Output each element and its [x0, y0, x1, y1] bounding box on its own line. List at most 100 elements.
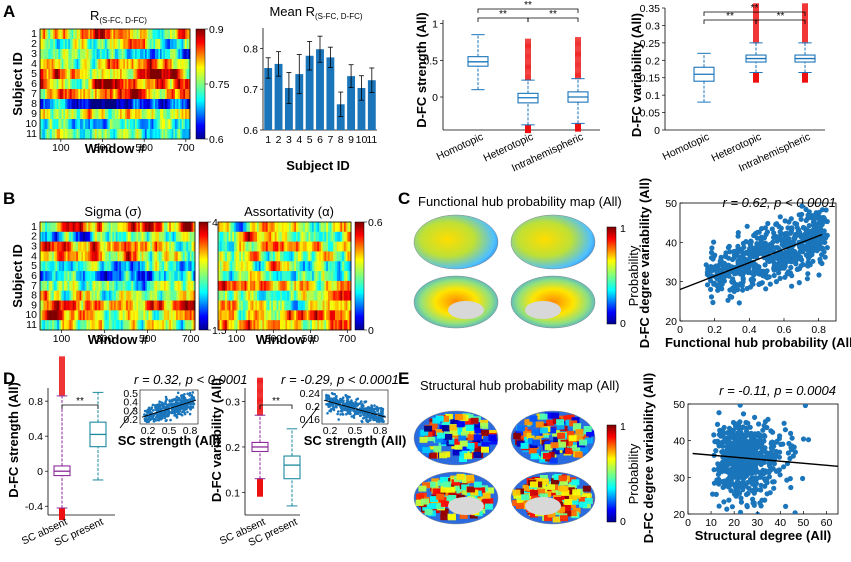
heatmap-cell — [281, 280, 285, 292]
y-tick-label: -0.4 — [25, 501, 43, 513]
heatmap-cell — [83, 59, 86, 70]
heatmap-cell — [221, 290, 224, 301]
heatmap-cell — [90, 59, 93, 70]
heatmap-cell — [319, 300, 322, 311]
c1-title: Functional hub probability map (All) — [418, 194, 622, 209]
heatmap-cell — [257, 261, 260, 272]
heatmap-cell — [124, 280, 127, 292]
heatmap-cell — [171, 69, 174, 80]
heatmap-cell — [276, 271, 279, 282]
scatter-point — [789, 249, 795, 255]
heatmap-cell — [304, 261, 308, 272]
heatmap-cell — [55, 300, 58, 311]
heatmap-cell — [165, 280, 168, 292]
heatmap-cell — [79, 280, 82, 292]
inset-point — [147, 406, 151, 410]
heatmap-cell — [86, 49, 89, 60]
heatmap-cell — [258, 300, 261, 311]
heatmap-cell — [272, 280, 276, 292]
heatmap-cell — [349, 320, 352, 331]
heatmap-cell — [89, 261, 93, 272]
heatmap-cell — [113, 79, 116, 90]
heatmap-cell — [96, 290, 99, 301]
heatmap-cell — [70, 129, 73, 140]
heatmap-cell — [84, 222, 87, 233]
heatmap-cell — [89, 222, 93, 233]
heatmap-cell — [278, 320, 281, 331]
heatmap-cell — [297, 280, 300, 292]
inset-fit-line — [141, 399, 197, 418]
heatmap-cell — [53, 29, 56, 40]
heatmap-cell — [46, 69, 49, 80]
heatmap-cell — [181, 129, 184, 140]
heatmap-cell — [107, 231, 110, 243]
heatmap-cell — [179, 310, 182, 321]
heatmap-cell — [96, 129, 99, 140]
heatmap-cell — [181, 29, 184, 40]
scatter-point — [794, 224, 800, 231]
heatmap-cell — [127, 261, 130, 272]
heatmap-cell — [65, 300, 68, 311]
heatmap-cell — [115, 109, 118, 120]
heatmap-cell — [113, 59, 116, 70]
heatmap-cell — [53, 79, 56, 90]
heatmap-cell — [85, 59, 88, 70]
heatmap-cell — [136, 271, 139, 282]
heatmap-cell — [226, 300, 230, 311]
heatmap-cell — [110, 300, 113, 311]
heatmap-cell — [53, 129, 56, 140]
heatmap-cell — [235, 222, 238, 233]
heatmap-cell — [76, 310, 79, 321]
heatmap-cell — [98, 79, 101, 90]
heatmap-cell — [299, 300, 302, 311]
heatmap-cell — [248, 280, 251, 292]
scatter-point — [740, 279, 746, 285]
heatmap-cell — [248, 271, 251, 282]
heatmap-cell — [69, 271, 72, 282]
heatmap-cell — [133, 119, 136, 130]
heatmap-cell — [226, 290, 230, 301]
b1-ylabel: Subject ID — [10, 244, 25, 308]
heatmap-cell — [61, 119, 64, 130]
heatmap-cell — [101, 59, 104, 70]
scatter-point — [762, 269, 768, 275]
scatter-point — [789, 273, 795, 279]
heatmap-cell — [95, 59, 98, 70]
heatmap-cell — [141, 99, 144, 110]
heatmap-cell — [174, 241, 177, 252]
heatmap-cell — [103, 300, 106, 311]
heatmap-cell — [163, 109, 166, 120]
heatmap-cell — [108, 69, 111, 80]
heatmap-cell — [163, 129, 166, 140]
bar — [284, 87, 293, 130]
heatmap-cell — [241, 222, 244, 233]
heatmap-cell — [297, 310, 300, 321]
heatmap-cell — [64, 280, 67, 292]
heatmap-cell — [81, 222, 84, 233]
heatmap-cell — [265, 310, 269, 321]
y-tick-label: 3 — [31, 240, 37, 252]
heatmap-cell — [76, 29, 79, 40]
heatmap-cell — [100, 231, 103, 243]
heatmap-cell — [188, 280, 191, 292]
inset-point — [177, 398, 180, 402]
heatmap-cell — [150, 320, 153, 331]
heatmap-cell — [223, 261, 226, 272]
heatmap-cell — [191, 300, 194, 311]
heatmap-cell — [237, 222, 240, 233]
heatmap-cell — [110, 129, 113, 140]
heatmap-cell — [138, 49, 141, 60]
heatmap-cell — [112, 310, 115, 321]
heatmap-cell — [311, 251, 315, 262]
heatmap-cell — [40, 280, 43, 292]
heatmap-cell — [76, 271, 79, 282]
scatter-point — [710, 299, 716, 306]
heatmap-cell — [221, 320, 224, 331]
heatmap-cell — [285, 222, 288, 233]
heatmap-cell — [241, 271, 244, 282]
heatmap-cell — [134, 320, 137, 331]
bar — [316, 49, 324, 130]
heatmap-cell — [88, 89, 91, 100]
heatmap-cell — [78, 79, 81, 90]
heatmap-cell — [255, 222, 258, 233]
